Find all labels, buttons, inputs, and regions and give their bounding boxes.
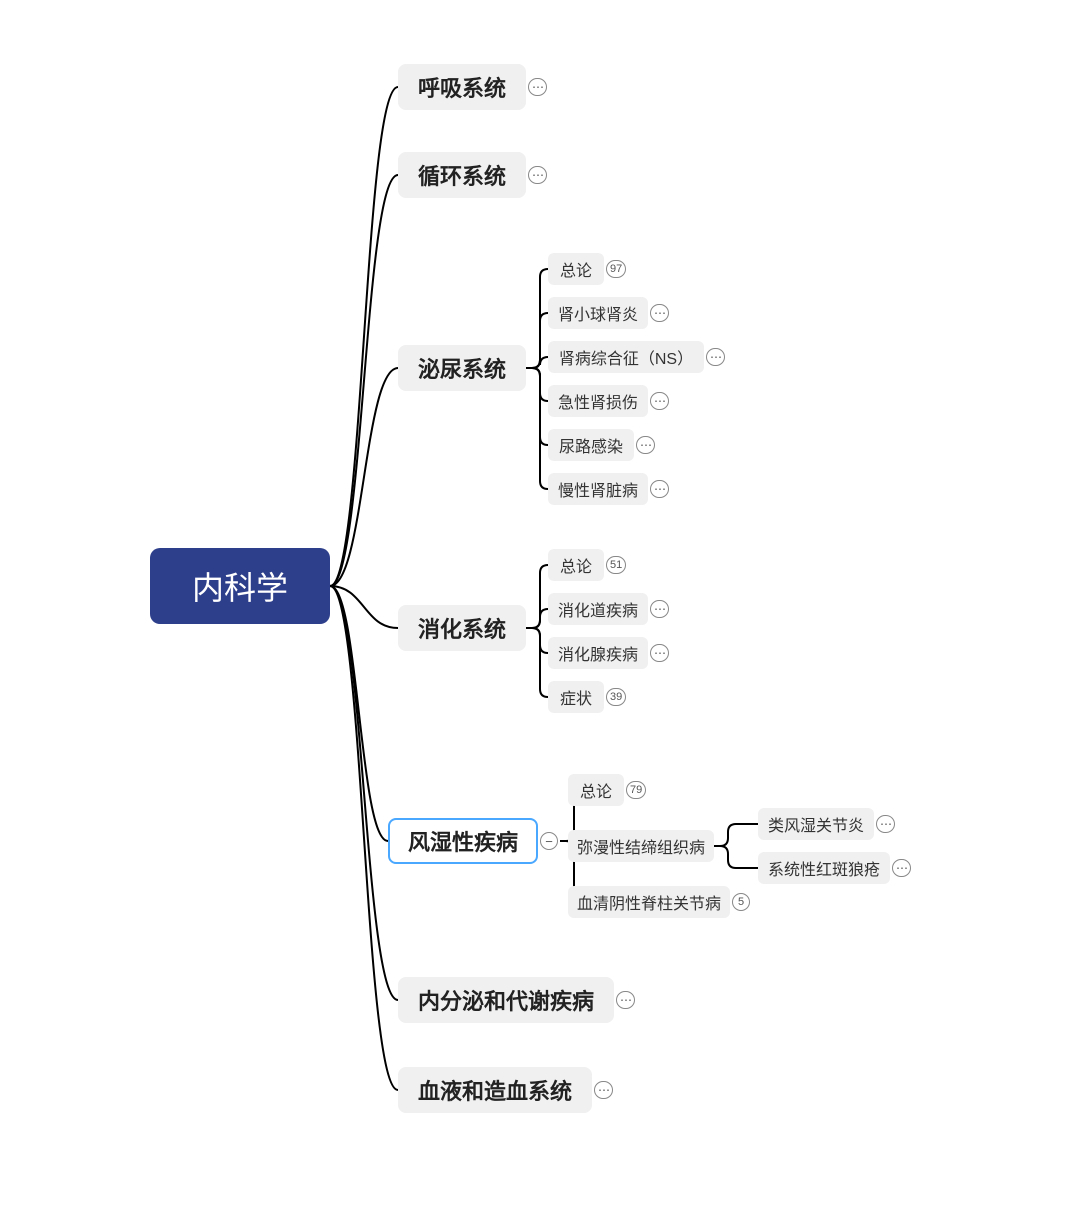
node-label: 内分泌和代谢疾病 <box>418 984 594 1016</box>
mindmap-node-n5a[interactable]: 总论 <box>568 774 624 806</box>
node-label: 尿路感染 <box>559 433 623 457</box>
mindmap-edge <box>330 87 398 586</box>
node-label: 急性肾损伤 <box>558 389 638 413</box>
node-label: 消化腺疾病 <box>558 641 638 665</box>
mindmap-node-n5b1[interactable]: 类风湿关节炎 <box>758 808 874 840</box>
mindmap-edge <box>526 628 548 653</box>
mindmap-node-root[interactable]: 内科学 <box>150 548 330 624</box>
node-label: 内科学 <box>192 563 288 609</box>
node-label: 血液和造血系统 <box>418 1074 572 1106</box>
mindmap-node-n3d[interactable]: 急性肾损伤 <box>548 385 648 417</box>
mindmap-node-n4d[interactable]: 症状 <box>548 681 604 713</box>
mindmap-node-n3[interactable]: 泌尿系统 <box>398 345 526 391</box>
node-label: 肾病综合征（NS） <box>559 345 693 369</box>
child-count-badge[interactable]: 5 <box>732 893 750 911</box>
node-label: 总论 <box>560 553 592 577</box>
node-label: 风湿性疾病 <box>408 825 518 857</box>
collapse-more-icon[interactable] <box>650 480 669 498</box>
collapse-more-icon[interactable] <box>650 600 669 618</box>
mindmap-edge <box>330 586 398 1000</box>
node-label: 症状 <box>560 685 592 709</box>
mindmap-node-n4[interactable]: 消化系统 <box>398 605 526 651</box>
mindmap-node-n5b[interactable]: 弥漫性结缔组织病 <box>568 830 714 862</box>
child-count-badge[interactable]: 39 <box>606 688 626 706</box>
mindmap-node-n7[interactable]: 血液和造血系统 <box>398 1067 592 1113</box>
mindmap-node-n4b[interactable]: 消化道疾病 <box>548 593 648 625</box>
node-label: 慢性肾脏病 <box>558 477 638 501</box>
mindmap-edge <box>526 313 548 368</box>
mindmap-node-n5[interactable]: 风湿性疾病 <box>388 818 538 864</box>
collapse-more-icon[interactable] <box>706 348 725 366</box>
collapse-minus-icon[interactable] <box>540 832 558 850</box>
mindmap-edge <box>526 269 548 368</box>
child-count-badge[interactable]: 79 <box>626 781 646 799</box>
mindmap-node-n5b2[interactable]: 系统性红斑狼疮 <box>758 852 890 884</box>
mindmap-node-n3c[interactable]: 肾病综合征（NS） <box>548 341 704 373</box>
mindmap-edge <box>714 824 758 846</box>
mindmap-edge <box>330 368 398 586</box>
mindmap-edge <box>714 846 758 868</box>
node-label: 总论 <box>580 778 612 802</box>
mindmap-node-n3e[interactable]: 尿路感染 <box>548 429 634 461</box>
mindmap-edge <box>526 357 548 368</box>
mindmap-node-n4c[interactable]: 消化腺疾病 <box>548 637 648 669</box>
child-count-badge[interactable]: 97 <box>606 260 626 278</box>
mindmap-edge <box>330 586 398 628</box>
collapse-more-icon[interactable] <box>650 304 669 322</box>
mindmap-node-n6[interactable]: 内分泌和代谢疾病 <box>398 977 614 1023</box>
node-label: 消化系统 <box>418 612 506 644</box>
mindmap-edge <box>526 609 548 628</box>
mindmap-node-n3a[interactable]: 总论 <box>548 253 604 285</box>
mindmap-edge <box>526 368 548 401</box>
collapse-more-icon[interactable] <box>528 78 547 96</box>
collapse-more-icon[interactable] <box>594 1081 613 1099</box>
collapse-more-icon[interactable] <box>892 859 911 877</box>
collapse-more-icon[interactable] <box>876 815 895 833</box>
collapse-more-icon[interactable] <box>528 166 547 184</box>
mindmap-edge <box>330 175 398 586</box>
mindmap-node-n5c[interactable]: 血清阴性脊柱关节病 <box>568 886 730 918</box>
node-label: 循环系统 <box>418 159 506 191</box>
collapse-more-icon[interactable] <box>616 991 635 1009</box>
mindmap-edge <box>526 368 548 445</box>
child-count-badge[interactable]: 51 <box>606 556 626 574</box>
collapse-more-icon[interactable] <box>636 436 655 454</box>
mindmap-edge <box>330 586 388 841</box>
mindmap-node-n2[interactable]: 循环系统 <box>398 152 526 198</box>
node-label: 消化道疾病 <box>558 597 638 621</box>
node-label: 系统性红斑狼疮 <box>768 856 880 880</box>
collapse-more-icon[interactable] <box>650 392 669 410</box>
mindmap-node-n3f[interactable]: 慢性肾脏病 <box>548 473 648 505</box>
mindmap-node-n3b[interactable]: 肾小球肾炎 <box>548 297 648 329</box>
mindmap-node-n1[interactable]: 呼吸系统 <box>398 64 526 110</box>
node-label: 肾小球肾炎 <box>558 301 638 325</box>
mindmap-edge <box>526 628 548 697</box>
node-label: 总论 <box>560 257 592 281</box>
mindmap-edge <box>526 565 548 628</box>
node-label: 血清阴性脊柱关节病 <box>577 890 721 914</box>
node-label: 弥漫性结缔组织病 <box>577 834 705 858</box>
node-label: 类风湿关节炎 <box>768 812 864 836</box>
mindmap-edge <box>526 368 548 489</box>
mindmap-node-n4a[interactable]: 总论 <box>548 549 604 581</box>
collapse-more-icon[interactable] <box>650 644 669 662</box>
node-label: 呼吸系统 <box>418 71 506 103</box>
node-label: 泌尿系统 <box>418 352 506 384</box>
